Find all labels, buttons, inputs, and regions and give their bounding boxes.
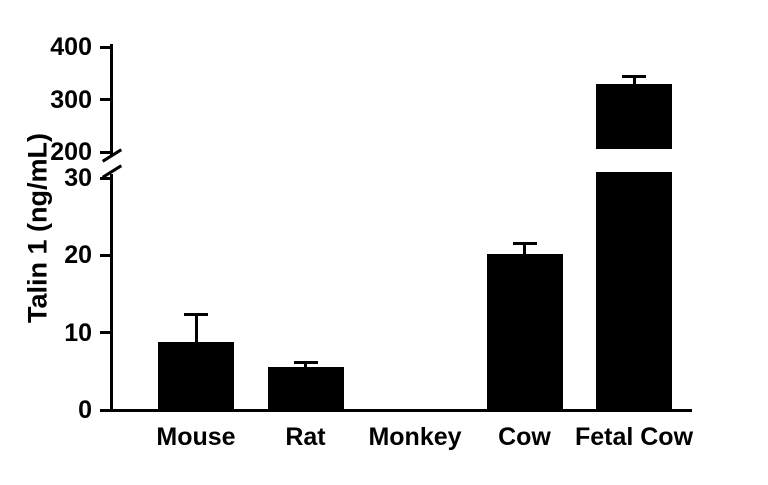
y-tick	[100, 408, 110, 412]
y-tick-label: 0	[78, 396, 92, 424]
x-category-label: Fetal Cow	[574, 423, 694, 451]
y-tick-label: 200	[50, 138, 92, 166]
error-bar-cap	[184, 313, 208, 317]
error-bar-line	[632, 76, 636, 86]
error-bar-line	[304, 362, 307, 370]
x-category-label: Monkey	[368, 423, 462, 451]
y-tick-label: 10	[64, 318, 92, 347]
error-bar-cap	[293, 360, 318, 364]
bar	[158, 341, 234, 410]
error-bar-line	[194, 314, 198, 344]
x-category-label: Rat	[285, 423, 326, 451]
x-category-label: Cow	[498, 423, 551, 451]
bar-lower-segment	[596, 172, 672, 410]
y-tick	[100, 331, 110, 335]
y-tick	[100, 176, 110, 180]
y-tick-label: 20	[64, 241, 92, 270]
error-bar-cap	[512, 242, 537, 246]
error-bar-cap	[622, 75, 646, 79]
y-axis-lower-segment	[110, 174, 113, 412]
x-axis-line	[110, 409, 692, 412]
error-bar-line	[523, 243, 526, 256]
x-category-label: Mouse	[156, 423, 236, 451]
y-tick	[100, 253, 110, 257]
y-tick-label: 300	[50, 85, 92, 114]
y-tick	[100, 98, 110, 101]
bar	[267, 367, 344, 410]
y-tick	[100, 45, 110, 49]
bar-upper-segment	[596, 83, 672, 149]
y-tick-label: 30	[64, 164, 92, 192]
y-axis-upper-segment	[110, 44, 113, 156]
y-tick	[100, 150, 110, 154]
bar	[486, 253, 563, 410]
y-tick-label: 400	[50, 33, 92, 61]
